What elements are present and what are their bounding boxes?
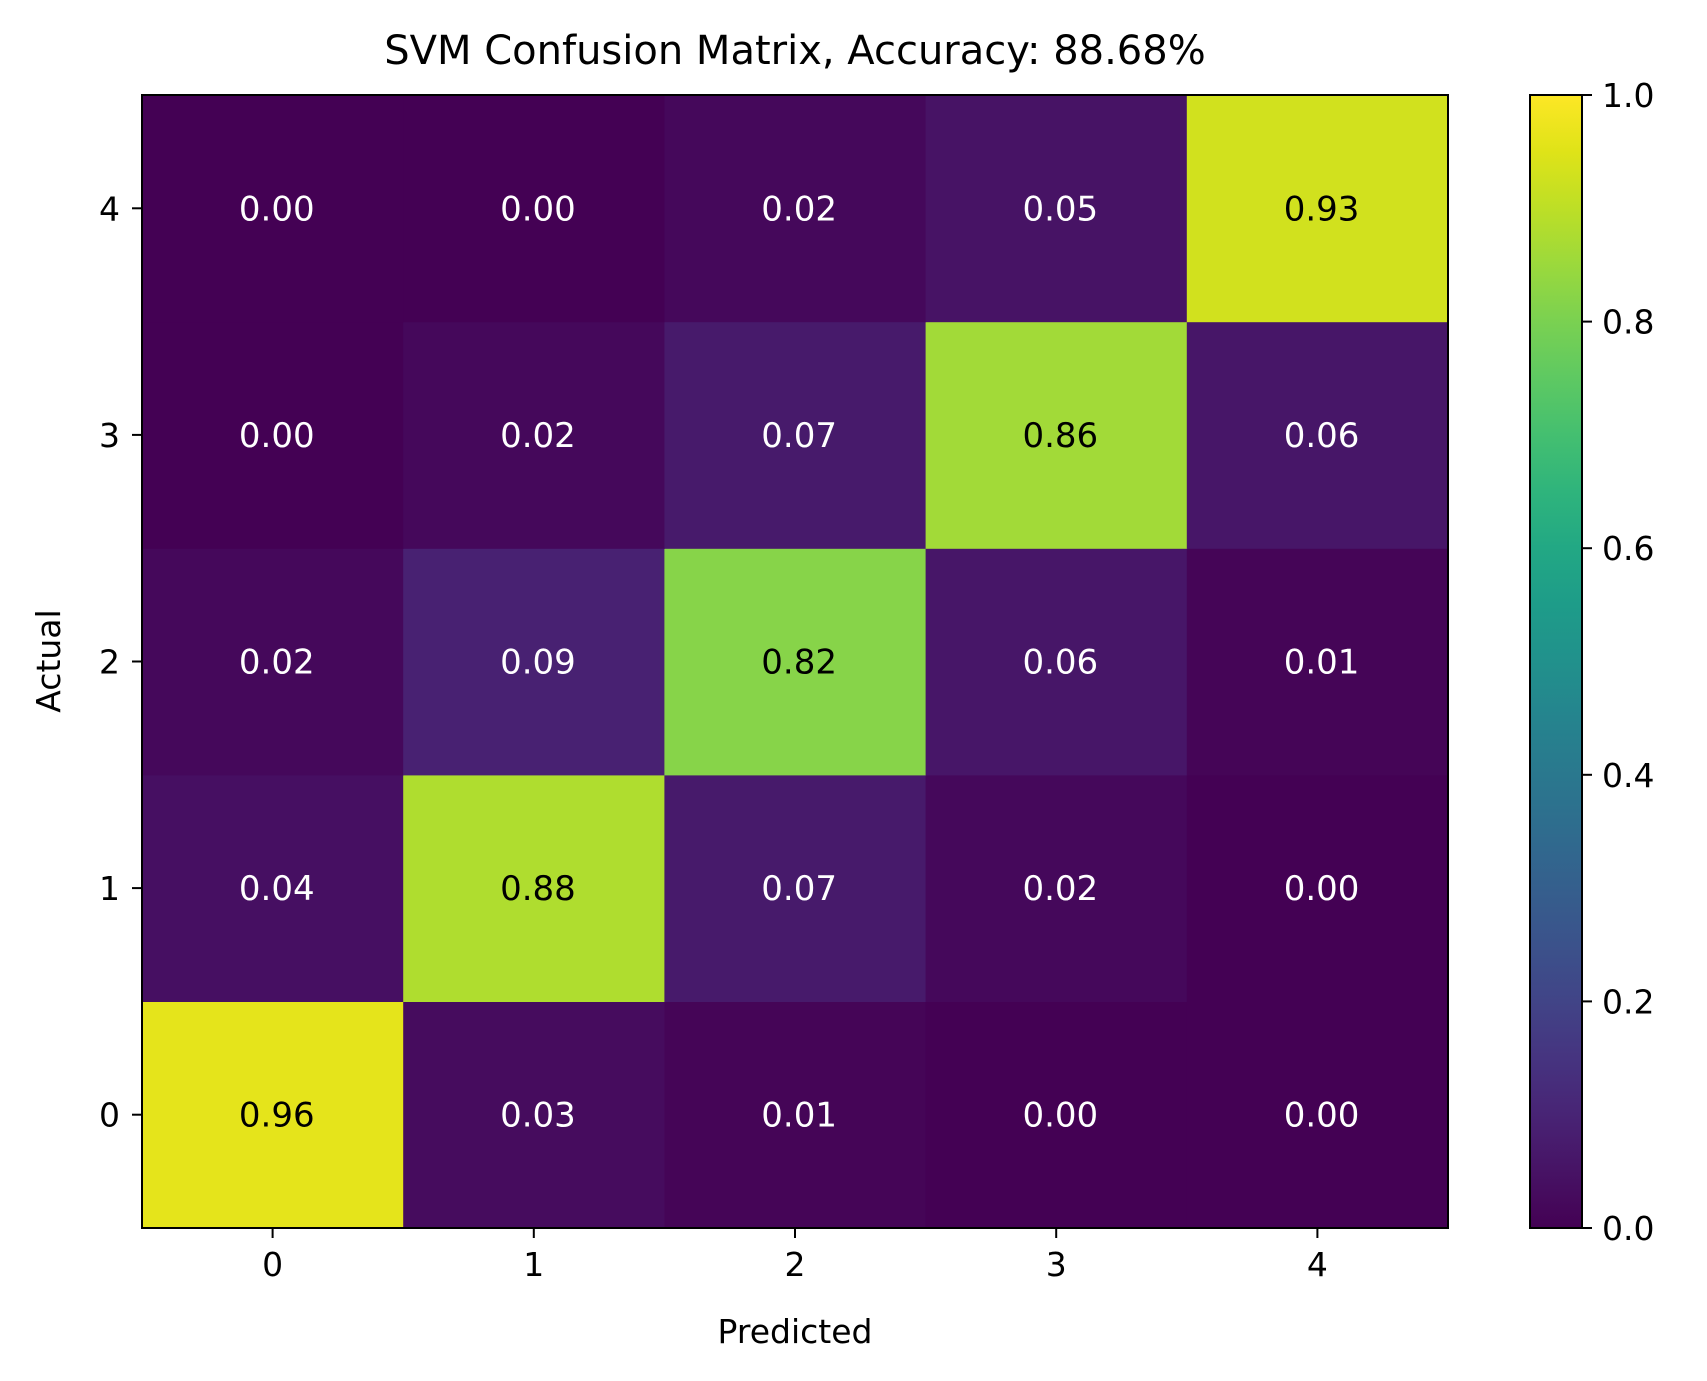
- heatmap-cell-r4-c1: [403, 95, 665, 323]
- cell-value-label-r2-c4: 0.01: [1284, 643, 1360, 683]
- cell-value-label-r0-c4: 0.00: [1284, 1096, 1360, 1136]
- cell-value-label-r1-c4: 0.00: [1284, 869, 1360, 909]
- cell-value-label-r4-c1: 0.00: [500, 189, 576, 229]
- heatmap-cell-r1-c1: [403, 774, 665, 1002]
- heatmap-cell-r0-c0: [142, 1001, 404, 1229]
- cell-value-label-r1-c3: 0.02: [1022, 869, 1098, 909]
- cell-value-label-r4-c2: 0.02: [761, 189, 837, 229]
- cell-value-label-r3-c3: 0.86: [1022, 416, 1098, 456]
- cell-value-label-r3-c0: 0.00: [239, 416, 315, 456]
- heatmap-cell-labels: 0.96 0.03 0.01 0.00 0.00 0.04 0.88 0.07 0.02 0.00…: [239, 189, 1360, 1135]
- y-tick-label: 3: [99, 416, 120, 455]
- heatmap-cell-r0-c3: [925, 1001, 1188, 1229]
- heatmap-cell-r2-c3: [925, 548, 1188, 776]
- cell-value-label-r3-c4: 0.06: [1284, 416, 1360, 456]
- cell-value-label-r4-c0: 0.00: [239, 189, 315, 229]
- heatmap-cell-r3-c1: [403, 321, 665, 549]
- colorbar-tick-label: 0.4: [1602, 756, 1654, 795]
- heatmap-cell-r2-c0: [142, 548, 404, 776]
- heatmap-cell-r0-c2: [664, 1001, 927, 1229]
- cell-value-label-r0-c1: 0.03: [500, 1096, 576, 1136]
- heatmap-cell-r2-c4: [1186, 548, 1449, 776]
- cell-value-label-r0-c3: 0.00: [1022, 1096, 1098, 1136]
- cell-value-label-r0-c2: 0.01: [761, 1096, 837, 1136]
- heatmap-cell-r3-c2: [664, 321, 927, 549]
- cell-value-label-r1-c1: 0.88: [500, 869, 576, 909]
- chart-title: SVM Confusion Matrix, Accuracy: 88.68%: [384, 28, 1205, 74]
- colorbar-tick-label: 0.2: [1602, 982, 1654, 1021]
- x-tick-label: 2: [785, 1245, 806, 1284]
- colorbar-ticks: 0.0 0.2 0.4 0.6 0.8 1.0: [1582, 76, 1654, 1248]
- colorbar-tick-label: 0.0: [1602, 1209, 1654, 1248]
- colorbar-tick-label: 1.0: [1602, 76, 1654, 115]
- heatmap-cell-r3-c0: [142, 321, 404, 549]
- heatmap-cell-r0-c1: [403, 1001, 665, 1229]
- cell-value-label-r3-c2: 0.07: [761, 416, 837, 456]
- heatmap-cell-r3-c4: [1186, 321, 1449, 549]
- cell-value-label-r2-c0: 0.02: [239, 643, 315, 683]
- cell-value-label-r2-c3: 0.06: [1022, 643, 1098, 683]
- x-axis-label: Predicted: [718, 1312, 873, 1351]
- heatmap-cell-r4-c0: [142, 95, 404, 323]
- y-tick-label: 2: [99, 643, 120, 682]
- y-tick-label: 1: [99, 869, 120, 908]
- heatmap-cell-r1-c4: [1186, 774, 1449, 1002]
- x-tick-label: 3: [1046, 1245, 1067, 1284]
- heatmap-cell-r4-c3: [925, 95, 1188, 323]
- heatmap-cell-r1-c2: [664, 774, 927, 1002]
- heatmap-cell-r0-c4: [1186, 1001, 1449, 1229]
- cell-value-label-r2-c2: 0.82: [761, 643, 837, 683]
- y-axis-ticks: 0 1 2 3 4: [99, 189, 142, 1135]
- x-axis-ticks: 0 1 2 3 4: [262, 1228, 1328, 1284]
- colorbar-tick-label: 0.6: [1602, 529, 1654, 568]
- cell-value-label-r4-c4: 0.93: [1284, 189, 1360, 229]
- heatmap-cell-r4-c2: [664, 95, 927, 323]
- y-tick-label: 0: [99, 1096, 120, 1135]
- cell-value-label-r0-c0: 0.96: [239, 1096, 315, 1136]
- colorbar: [1529, 94, 1583, 1229]
- cell-value-label-r1-c0: 0.04: [239, 869, 315, 909]
- heatmap-cell-r2-c2: [664, 548, 927, 776]
- heatmap-cell-r4-c4: [1186, 95, 1449, 323]
- cell-value-label-r4-c3: 0.05: [1022, 189, 1098, 229]
- y-tick-label: 4: [99, 189, 120, 228]
- x-tick-label: 1: [523, 1245, 544, 1284]
- x-tick-label: 4: [1307, 1245, 1328, 1284]
- x-tick-label: 0: [262, 1245, 283, 1284]
- cell-value-label-r1-c2: 0.07: [761, 869, 837, 909]
- cell-value-label-r2-c1: 0.09: [500, 643, 576, 683]
- cell-value-label-r3-c1: 0.02: [500, 416, 576, 456]
- heatmap-cell-r1-c3: [925, 774, 1188, 1002]
- heatmap-cells: [142, 95, 1449, 1229]
- y-axis-label: Actual: [29, 609, 68, 712]
- heatmap-cell-r1-c0: [142, 774, 404, 1002]
- heatmap-cell-r3-c3: [925, 321, 1188, 549]
- heatmap-cell-r2-c1: [403, 548, 665, 776]
- colorbar-tick-label: 0.8: [1602, 303, 1654, 342]
